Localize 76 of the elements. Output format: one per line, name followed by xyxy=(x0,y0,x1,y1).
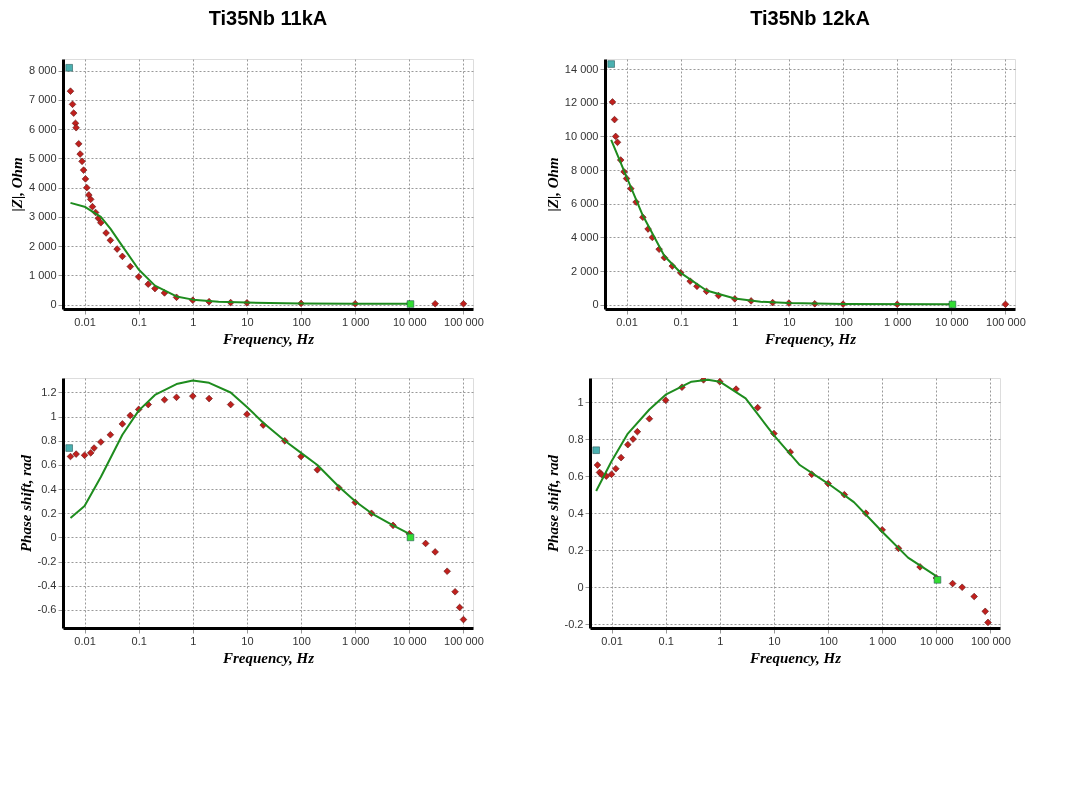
x-tick-label: 10 xyxy=(783,315,796,328)
y-tick-label: 0.2 xyxy=(41,506,57,519)
y-tick-label: -0.2 xyxy=(37,555,57,568)
y-tick-label: 1.2 xyxy=(41,385,57,398)
y-tick-label: 7 000 xyxy=(28,93,57,106)
y-tick-label: 0.8 xyxy=(568,432,584,445)
y-tick-label: 0 xyxy=(50,298,57,311)
y-tick-label: 3 000 xyxy=(28,210,57,223)
y-axis-title: Phase shift, rad xyxy=(544,454,561,553)
y-tick-label: 6 000 xyxy=(28,122,57,135)
y-axis-title: Phase shift, rad xyxy=(17,454,34,553)
y-tick-label: 1 000 xyxy=(28,268,57,281)
x-tick-label: 1 000 xyxy=(868,634,897,647)
y-axis-title: |Z|, Ohm xyxy=(544,157,561,212)
y-tick-label: 1 xyxy=(50,410,57,423)
x-tick-label: 0.1 xyxy=(131,315,147,328)
x-tick-label: 100 xyxy=(292,634,311,647)
y-tick-label: 0 xyxy=(592,298,599,311)
x-tick-label: 100 000 xyxy=(986,315,1026,328)
y-tick-label: 4 000 xyxy=(570,230,599,243)
y-tick-label: 0.8 xyxy=(41,434,57,447)
x-tick-label: 10 000 xyxy=(393,315,427,328)
x-tick-label: 0.01 xyxy=(74,315,96,328)
x-tick-label: 1 000 xyxy=(341,315,370,328)
y-tick-label: 0.6 xyxy=(568,469,584,482)
y-tick-label: 5 000 xyxy=(28,151,57,164)
x-tick-label: 10 xyxy=(241,315,254,328)
x-tick-label: 0.01 xyxy=(616,315,638,328)
x-tick-label: 1 xyxy=(190,315,197,328)
x-tick-label: 100 000 xyxy=(444,315,484,328)
x-tick-label: 0.1 xyxy=(658,634,674,647)
x-axis-title: Frequency, Hz xyxy=(221,649,315,666)
y-tick-label: 2 000 xyxy=(28,239,57,252)
x-axis-title: Frequency, Hz xyxy=(763,330,857,347)
chart-title: Ti35Nb 11kA xyxy=(208,7,328,29)
y-tick-label: 8 000 xyxy=(570,163,599,176)
y-tick-label: 0.6 xyxy=(41,458,57,471)
y-tick-label: 1 xyxy=(577,395,584,408)
y-tick-label: 2 000 xyxy=(570,264,599,277)
y-tick-label: 0.4 xyxy=(41,482,57,495)
y-axis-title: |Z|, Ohm xyxy=(8,157,25,212)
x-axis-title: Frequency, Hz xyxy=(748,649,842,666)
y-tick-label: 12 000 xyxy=(564,96,599,109)
x-tick-label: 1 xyxy=(190,634,197,647)
x-tick-label: 100 xyxy=(819,634,838,647)
x-tick-label: 10 000 xyxy=(935,315,969,328)
y-tick-label: 0 xyxy=(50,530,57,543)
x-tick-label: 1 000 xyxy=(883,315,912,328)
y-tick-label: -0.2 xyxy=(564,617,584,630)
y-tick-label: 0.2 xyxy=(568,543,584,556)
y-tick-label: -0.4 xyxy=(37,579,57,592)
x-tick-label: 10 xyxy=(768,634,781,647)
x-tick-label: 0.1 xyxy=(673,315,689,328)
y-tick-label: 10 000 xyxy=(564,129,599,142)
x-tick-label: 0.1 xyxy=(131,634,147,647)
y-tick-label: 4 000 xyxy=(28,181,57,194)
chart-title: Ti35Nb 12kA xyxy=(750,7,870,29)
x-tick-label: 100 000 xyxy=(444,634,484,647)
x-tick-label: 100 xyxy=(292,315,311,328)
x-axis-title: Frequency, Hz xyxy=(221,330,315,347)
x-tick-label: 10 xyxy=(241,634,254,647)
y-tick-label: 0.4 xyxy=(568,506,584,519)
x-tick-label: 1 xyxy=(717,634,724,647)
x-tick-label: 1 000 xyxy=(341,634,370,647)
x-tick-label: 100 xyxy=(834,315,853,328)
y-tick-label: 6 000 xyxy=(570,197,599,210)
y-tick-label: -0.6 xyxy=(37,603,57,616)
x-tick-label: 1 xyxy=(732,315,739,328)
x-tick-label: 10 000 xyxy=(393,634,427,647)
x-tick-label: 0.01 xyxy=(74,634,96,647)
y-tick-label: 14 000 xyxy=(564,62,599,75)
x-tick-label: 100 000 xyxy=(971,634,1011,647)
x-tick-label: 10 000 xyxy=(920,634,954,647)
x-tick-label: 0.01 xyxy=(601,634,623,647)
y-tick-label: 8 000 xyxy=(28,64,57,77)
y-tick-label: 0 xyxy=(577,580,584,593)
